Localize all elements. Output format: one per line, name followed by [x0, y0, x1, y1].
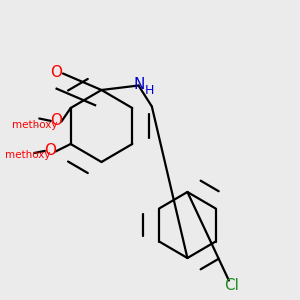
- Text: methoxy: methoxy: [34, 124, 41, 126]
- Text: O: O: [44, 143, 56, 158]
- Text: O: O: [50, 113, 62, 128]
- Text: H: H: [145, 84, 154, 98]
- Text: methoxy: methoxy: [12, 120, 58, 130]
- Text: O: O: [50, 65, 62, 80]
- Text: Cl: Cl: [224, 278, 239, 293]
- Text: N: N: [134, 77, 145, 92]
- Text: methoxy: methoxy: [5, 150, 51, 160]
